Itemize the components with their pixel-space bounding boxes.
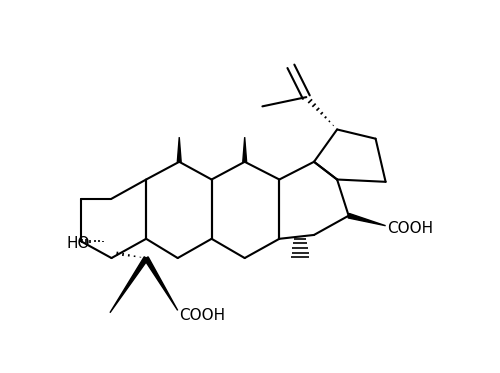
Polygon shape: [348, 213, 386, 226]
Text: COOH: COOH: [387, 220, 434, 235]
Polygon shape: [178, 137, 181, 162]
Text: HO: HO: [66, 236, 90, 251]
Polygon shape: [110, 257, 148, 313]
Polygon shape: [144, 257, 178, 310]
Text: COOH: COOH: [179, 308, 226, 323]
Polygon shape: [243, 137, 246, 162]
